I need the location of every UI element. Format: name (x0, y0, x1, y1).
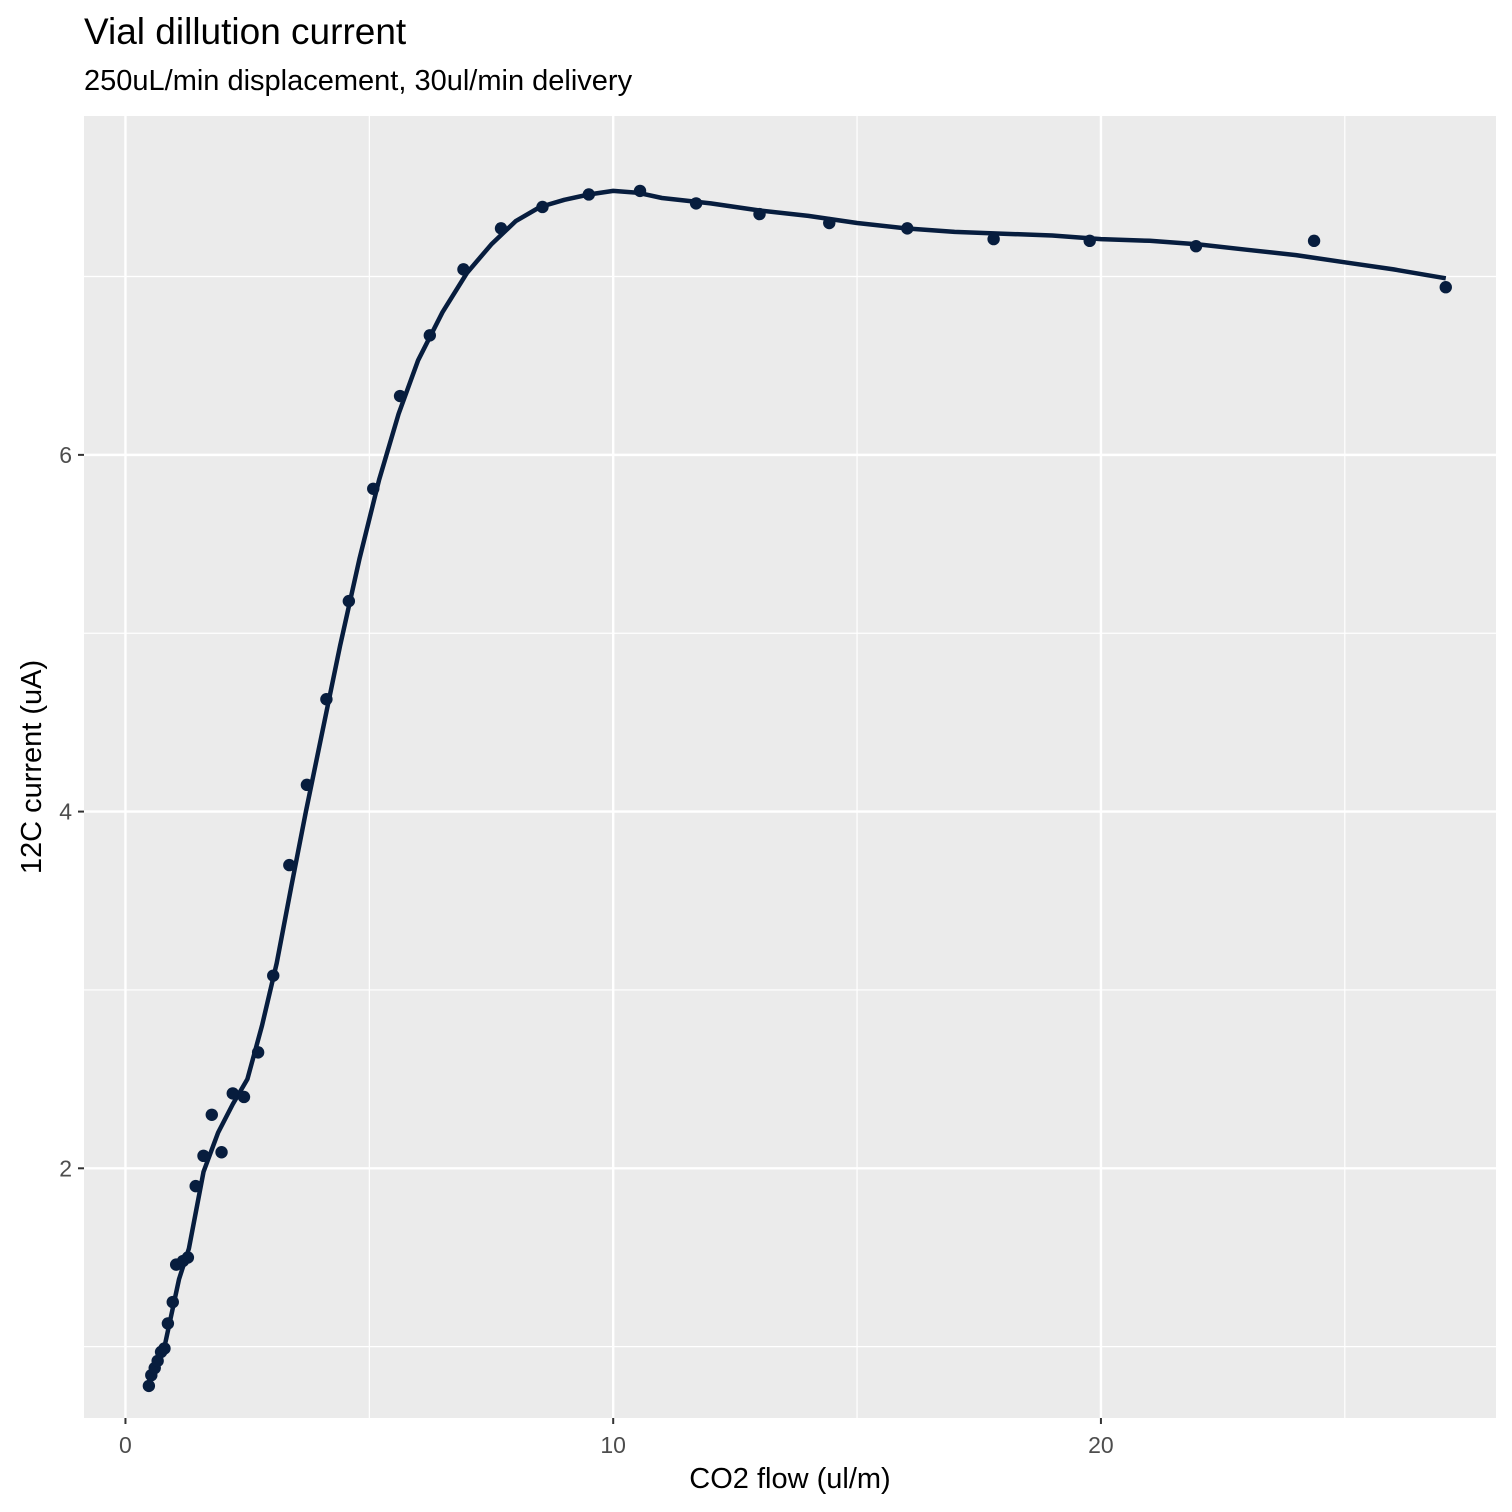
data-point (1307, 234, 1321, 248)
y-axis-title: 12C current (uA) (16, 660, 48, 874)
data-point (158, 1342, 171, 1355)
y-tick-label: 2 (59, 1155, 72, 1181)
data-point (367, 482, 380, 495)
data-point (142, 1379, 156, 1393)
axis-ticks (78, 453, 1102, 1424)
data-point (300, 778, 314, 792)
data-point (901, 222, 914, 235)
y-tick-label: 4 (59, 799, 72, 825)
data-point (1439, 281, 1452, 294)
grid-minor (84, 116, 1496, 1418)
data-points (142, 184, 1452, 1393)
chart-title: Vial dillution current (84, 11, 407, 52)
data-point (1083, 234, 1096, 248)
data-point (166, 1295, 179, 1309)
x-tick-label: 20 (1088, 1432, 1114, 1458)
data-point (423, 329, 437, 342)
data-point (987, 232, 1000, 246)
data-point (161, 1317, 175, 1330)
y-tick-labels: 2 4 6 (59, 442, 72, 1181)
x-tick-label: 10 (600, 1432, 626, 1458)
data-point (633, 184, 647, 198)
grid-major (84, 116, 1496, 1418)
data-point (457, 263, 470, 276)
data-point (689, 197, 703, 210)
data-point (320, 693, 333, 706)
x-tick-label: 0 (119, 1432, 132, 1458)
data-point (237, 1090, 251, 1104)
data-point (267, 969, 280, 982)
x-tick-labels: 0 10 20 (119, 1432, 1114, 1458)
data-point (181, 1251, 195, 1264)
data-point (393, 389, 407, 403)
data-point (283, 858, 296, 872)
data-point (753, 207, 766, 221)
chart-subtitle: 250uL/min displacement, 30ul/min deliver… (84, 65, 633, 97)
data-point (536, 200, 549, 214)
data-point (205, 1108, 218, 1121)
data-point (582, 188, 596, 201)
x-axis-title: CO2 flow (ul/m) (689, 1463, 890, 1495)
y-tick-label: 6 (59, 442, 72, 468)
plot-panel (84, 116, 1496, 1418)
data-point (1189, 240, 1203, 253)
data-point (342, 594, 356, 608)
data-point (197, 1149, 210, 1163)
data-point (823, 216, 836, 230)
data-point (189, 1179, 202, 1193)
data-point (215, 1146, 228, 1159)
data-point (251, 1046, 265, 1059)
data-point (226, 1087, 239, 1100)
data-point (494, 222, 508, 235)
